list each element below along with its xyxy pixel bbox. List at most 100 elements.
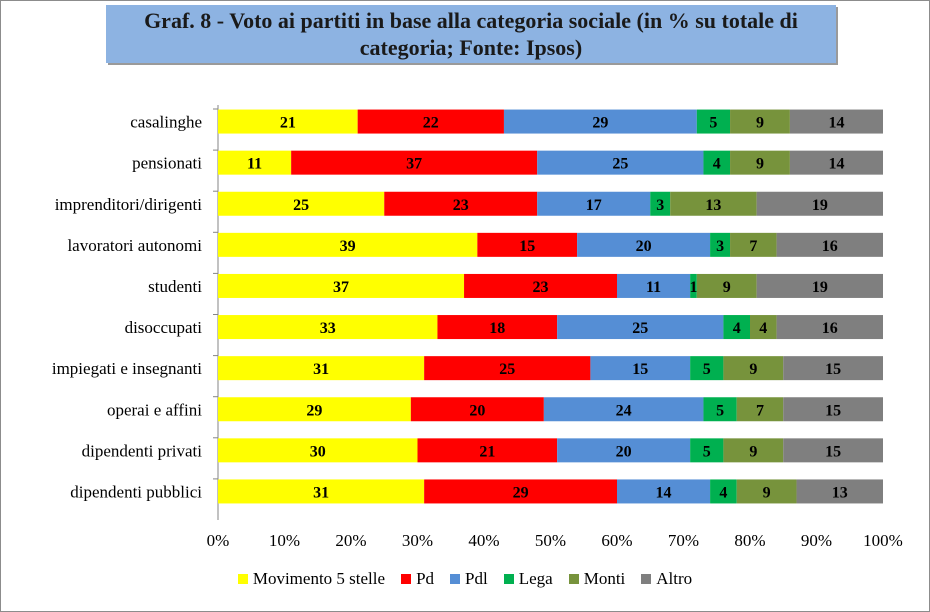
data-label: 15 xyxy=(825,443,841,460)
data-label: 11 xyxy=(247,156,262,173)
bar-segment xyxy=(218,397,411,422)
data-label: 24 xyxy=(616,402,632,419)
x-tick-label: 70% xyxy=(668,531,699,550)
bar-segment xyxy=(783,397,883,422)
bar-segment xyxy=(617,273,691,298)
legend-swatch xyxy=(237,574,248,584)
bar-segment xyxy=(703,150,731,175)
data-label: 37 xyxy=(333,279,349,296)
bar-segment xyxy=(730,109,790,134)
legend-item: Monti xyxy=(568,569,626,589)
legend-label: Monti xyxy=(583,569,626,588)
data-label: 13 xyxy=(705,197,721,214)
data-label: 4 xyxy=(733,320,741,337)
bar-segment xyxy=(424,356,591,381)
data-label: 14 xyxy=(828,115,844,132)
bar-segment xyxy=(670,191,757,216)
data-label: 9 xyxy=(756,115,764,132)
data-label: 9 xyxy=(723,279,731,296)
chart-title: Graf. 8 - Voto ai partiti in base alla c… xyxy=(144,8,798,60)
x-tick-label: 20% xyxy=(335,531,366,550)
data-label: 37 xyxy=(406,156,422,173)
bar-segment xyxy=(218,150,292,175)
data-label: 22 xyxy=(423,115,439,132)
data-label: 5 xyxy=(716,402,724,419)
legend-label: Pd xyxy=(416,569,435,588)
data-label: 19 xyxy=(812,197,828,214)
data-label: 5 xyxy=(709,115,717,132)
data-label: 4 xyxy=(759,320,767,337)
category-label: studenti xyxy=(148,277,202,296)
data-label: 30 xyxy=(310,443,326,460)
data-label: 21 xyxy=(280,115,296,132)
category-label: disoccupati xyxy=(125,318,203,337)
category-label: lavoratori autonomi xyxy=(67,236,202,255)
chart-legend: Movimento 5 stelle Pd Pdl Lega Monti Altro xyxy=(1,569,929,589)
data-label: 29 xyxy=(306,402,322,419)
bar-segment xyxy=(796,479,883,504)
bar-segment xyxy=(464,273,617,298)
bar-segment xyxy=(690,438,724,463)
legend-item: Pd xyxy=(401,569,434,589)
bar-segment xyxy=(617,479,711,504)
bar-segment xyxy=(789,109,883,134)
x-tick-label: 10% xyxy=(269,531,300,550)
bar-segment xyxy=(783,438,883,463)
data-label: 14 xyxy=(828,156,844,173)
legend-item: Movimento 5 stelle xyxy=(237,569,385,589)
data-label: 23 xyxy=(453,197,469,214)
data-label: 20 xyxy=(616,443,632,460)
chart-title-box: Graf. 8 - Voto ai partiti in base alla c… xyxy=(106,5,836,63)
x-tick-label: 80% xyxy=(734,531,765,550)
bar-segment xyxy=(218,191,385,216)
data-label: 4 xyxy=(719,484,727,501)
data-label: 4 xyxy=(713,156,721,173)
legend-item: Pdl xyxy=(450,569,488,589)
legend-item: Lega xyxy=(503,569,553,589)
legend-item: Altro xyxy=(641,569,692,589)
data-label: 31 xyxy=(313,361,329,378)
data-label: 21 xyxy=(479,443,495,460)
data-label: 9 xyxy=(749,361,757,378)
data-label: 7 xyxy=(749,238,757,255)
data-label: 15 xyxy=(632,361,648,378)
bar-segment xyxy=(723,315,750,340)
data-label: 18 xyxy=(489,320,505,337)
bar-segment xyxy=(783,356,883,381)
data-label: 15 xyxy=(825,402,841,419)
legend-swatch xyxy=(401,574,412,584)
category-label: pensionati xyxy=(132,154,202,173)
data-label: 9 xyxy=(756,156,764,173)
bar-segment xyxy=(736,479,797,504)
legend-swatch xyxy=(568,574,579,584)
legend-swatch xyxy=(450,574,461,584)
bar-segment xyxy=(437,315,558,340)
category-label: imprenditori/dirigenti xyxy=(55,195,203,214)
data-label: 15 xyxy=(519,238,535,255)
data-label: 17 xyxy=(586,197,602,214)
x-tick-label: 60% xyxy=(601,531,632,550)
bar-segment xyxy=(384,191,538,216)
data-label: 39 xyxy=(340,238,356,255)
data-label: 31 xyxy=(313,484,329,501)
legend-label: Lega xyxy=(518,569,553,588)
bar-segment xyxy=(291,150,538,175)
data-label: 15 xyxy=(825,361,841,378)
bar-segment xyxy=(577,232,711,257)
bar-segment xyxy=(703,397,737,422)
bar-segment xyxy=(690,356,724,381)
data-label: 14 xyxy=(656,484,672,501)
bar-segment xyxy=(477,232,578,257)
data-label: 3 xyxy=(656,197,664,214)
data-label: 23 xyxy=(533,279,549,296)
x-tick-label: 0% xyxy=(207,531,230,550)
bar-segment xyxy=(696,109,731,134)
data-label: 11 xyxy=(646,279,661,296)
data-label: 19 xyxy=(812,279,828,296)
legend-swatch xyxy=(503,574,514,584)
data-label: 9 xyxy=(763,484,771,501)
bar-segment xyxy=(543,397,704,422)
bar-segment xyxy=(750,315,777,340)
bar-segment xyxy=(710,479,737,504)
